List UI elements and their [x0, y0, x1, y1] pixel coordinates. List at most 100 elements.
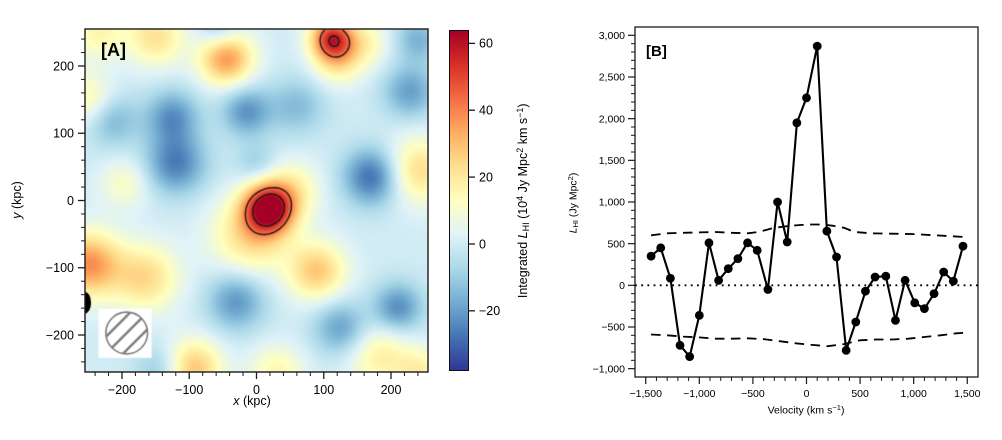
label-segment: )	[567, 172, 580, 177]
label-segment: )	[516, 103, 530, 108]
x-tick-label: −1,500	[630, 388, 663, 400]
colorbar-tick-label: −20	[479, 304, 500, 318]
y-tick-label: 3,000	[599, 30, 625, 42]
data-point	[841, 345, 851, 355]
label-segment: L	[567, 227, 580, 234]
data-point	[802, 93, 811, 103]
y-tick-label: −500	[601, 322, 625, 334]
colorbar-gradient	[449, 30, 469, 371]
data-point	[891, 315, 900, 325]
data-point	[948, 276, 958, 286]
data-point	[646, 251, 656, 261]
label-segment: HI	[571, 219, 581, 228]
label-segment: 2	[515, 147, 526, 153]
y-tick-label: 0	[67, 194, 74, 208]
data-point	[733, 254, 743, 264]
data-point	[832, 252, 841, 262]
data-point	[665, 273, 675, 283]
x-tick-label: 200	[381, 383, 402, 397]
label-segment: (Jy Mpc	[567, 180, 580, 220]
data-point	[920, 304, 929, 314]
data-point	[763, 285, 773, 294]
label-segment: (kpc)	[239, 394, 271, 408]
colorbar-tick-label: 20	[479, 170, 493, 184]
data-point	[812, 41, 822, 51]
colorbar-tick-label: 40	[479, 104, 493, 118]
data-point	[870, 272, 880, 282]
x-tick-label: 1,500	[954, 388, 980, 400]
y-tick-label: 200	[53, 59, 74, 73]
data-point	[881, 271, 891, 281]
label-segment: 2	[565, 176, 575, 181]
panel-b-frame	[634, 26, 979, 378]
data-point	[939, 267, 949, 277]
data-point	[822, 226, 832, 236]
label-segment: 4	[515, 195, 526, 201]
x-tick-label: −200	[108, 383, 136, 397]
data-point	[773, 197, 782, 207]
x-tick-label: 0	[253, 383, 260, 397]
y-tick-label: −100	[46, 261, 74, 275]
data-point	[723, 264, 733, 274]
spectrum-line	[650, 45, 965, 358]
x-tick-label: −100	[175, 383, 203, 397]
label-segment: Integrated	[516, 238, 530, 299]
label-segment: km s	[516, 117, 530, 148]
panel-b-label: [B]	[646, 43, 667, 60]
panel-b-ylabel: LHI (Jy Mpc2)	[566, 123, 580, 283]
panel-a-frame	[84, 28, 429, 373]
x-tick-label: 0	[804, 388, 810, 400]
colorbar-label: Integrated LHI (104 Jy Mpc2 km s−1)	[515, 71, 531, 331]
label-segment: )	[840, 404, 845, 417]
data-point	[675, 340, 685, 350]
data-point	[685, 352, 695, 361]
label-segment: −1	[515, 107, 526, 118]
x-tick-label: 500	[851, 388, 869, 400]
y-tick-label: 1,000	[599, 197, 625, 209]
data-point	[861, 286, 870, 296]
y-tick-label: 1,500	[599, 155, 625, 167]
x-tick-label: −1,000	[683, 388, 716, 400]
label-segment: HI	[520, 222, 531, 232]
x-tick-label: −500	[741, 388, 765, 400]
y-tick-label: 0	[619, 280, 625, 292]
heatmap-canvas	[85, 29, 428, 372]
data-point	[714, 275, 724, 285]
panel-a-xlabel: x (kpc)	[172, 394, 332, 408]
data-point	[656, 243, 666, 253]
y-tick-label: 500	[607, 238, 625, 250]
data-point	[694, 310, 704, 320]
x-tick-label: 100	[313, 383, 334, 397]
label-segment: Velocity (km s	[767, 404, 833, 417]
colorbar-tick-label: 0	[479, 237, 486, 251]
data-point	[958, 241, 968, 251]
y-tick-label: 100	[53, 127, 74, 141]
data-point	[929, 289, 939, 299]
y-tick-label: −200	[46, 328, 74, 342]
y-tick-label: −1,000	[593, 363, 626, 375]
data-point	[752, 245, 762, 255]
label-segment: (kpc)	[10, 181, 24, 213]
panel-b-xlabel: Velocity (km s−1)	[706, 403, 906, 416]
data-point	[910, 298, 920, 308]
data-point	[851, 317, 861, 327]
label-segment: Jy Mpc	[516, 152, 530, 196]
label-segment: y	[10, 212, 24, 219]
data-point	[782, 237, 792, 247]
data-point	[704, 238, 714, 248]
data-point	[900, 275, 910, 285]
label-segment: x	[233, 394, 240, 408]
data-point	[792, 118, 802, 128]
x-tick-label: 1,000	[901, 388, 927, 400]
label-segment: L	[516, 231, 530, 239]
y-tick-label: 2,500	[599, 72, 625, 84]
label-segment: (10	[516, 200, 530, 223]
colorbar-tick-label: 60	[479, 37, 493, 51]
noise-envelope-lower	[651, 331, 965, 348]
y-tick-label: 2,000	[599, 113, 625, 125]
label-segment: −1	[832, 403, 841, 412]
data-point	[743, 238, 752, 248]
panel-a-label: [A]	[101, 40, 126, 60]
